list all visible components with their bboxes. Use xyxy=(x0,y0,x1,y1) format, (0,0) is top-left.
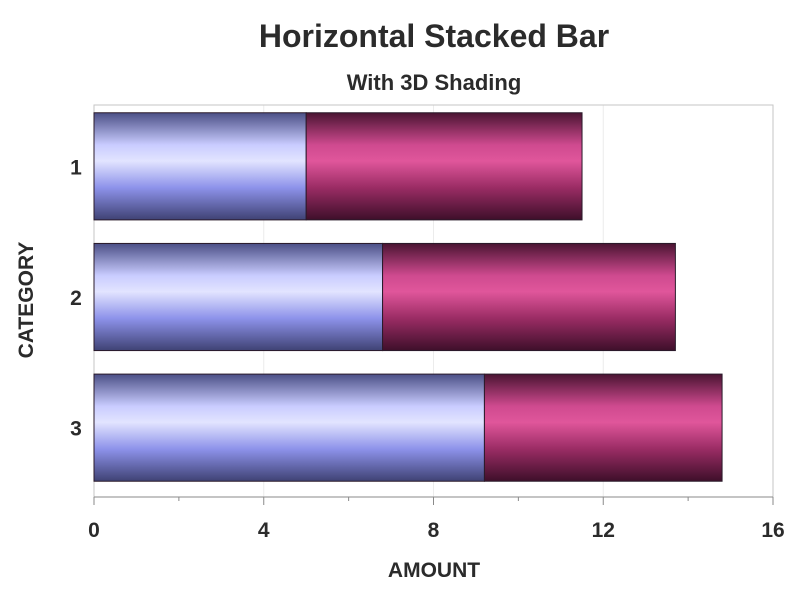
y-axis: 1 2 3 xyxy=(70,156,82,440)
chart-subtitle: With 3D Shading xyxy=(346,70,522,95)
bars xyxy=(93,112,723,482)
x-tick-label: 12 xyxy=(592,519,615,542)
x-tick-label: 16 xyxy=(761,519,784,542)
x-tick-label: 8 xyxy=(428,519,440,542)
bar-series-2-category-3 xyxy=(483,373,723,482)
x-axis-label: AMOUNT xyxy=(387,559,481,582)
y-tick-label: 1 xyxy=(70,156,82,179)
bar-series-1-category-2 xyxy=(93,242,384,352)
x-tick-label: 0 xyxy=(88,519,100,542)
bar-series-1-category-3 xyxy=(93,373,485,482)
y-tick-label: 3 xyxy=(70,418,82,441)
x-axis: 0 4 8 12 16 xyxy=(88,496,785,542)
y-axis-label: CATEGORY xyxy=(15,241,38,359)
bar-series-2-category-1 xyxy=(305,112,583,221)
x-tick-label: 4 xyxy=(258,519,270,542)
bar-series-2-category-2 xyxy=(382,242,676,352)
bar-series-1-category-1 xyxy=(93,112,307,221)
chart-title: Horizontal Stacked Bar xyxy=(258,18,610,54)
y-tick-label: 2 xyxy=(70,287,82,310)
